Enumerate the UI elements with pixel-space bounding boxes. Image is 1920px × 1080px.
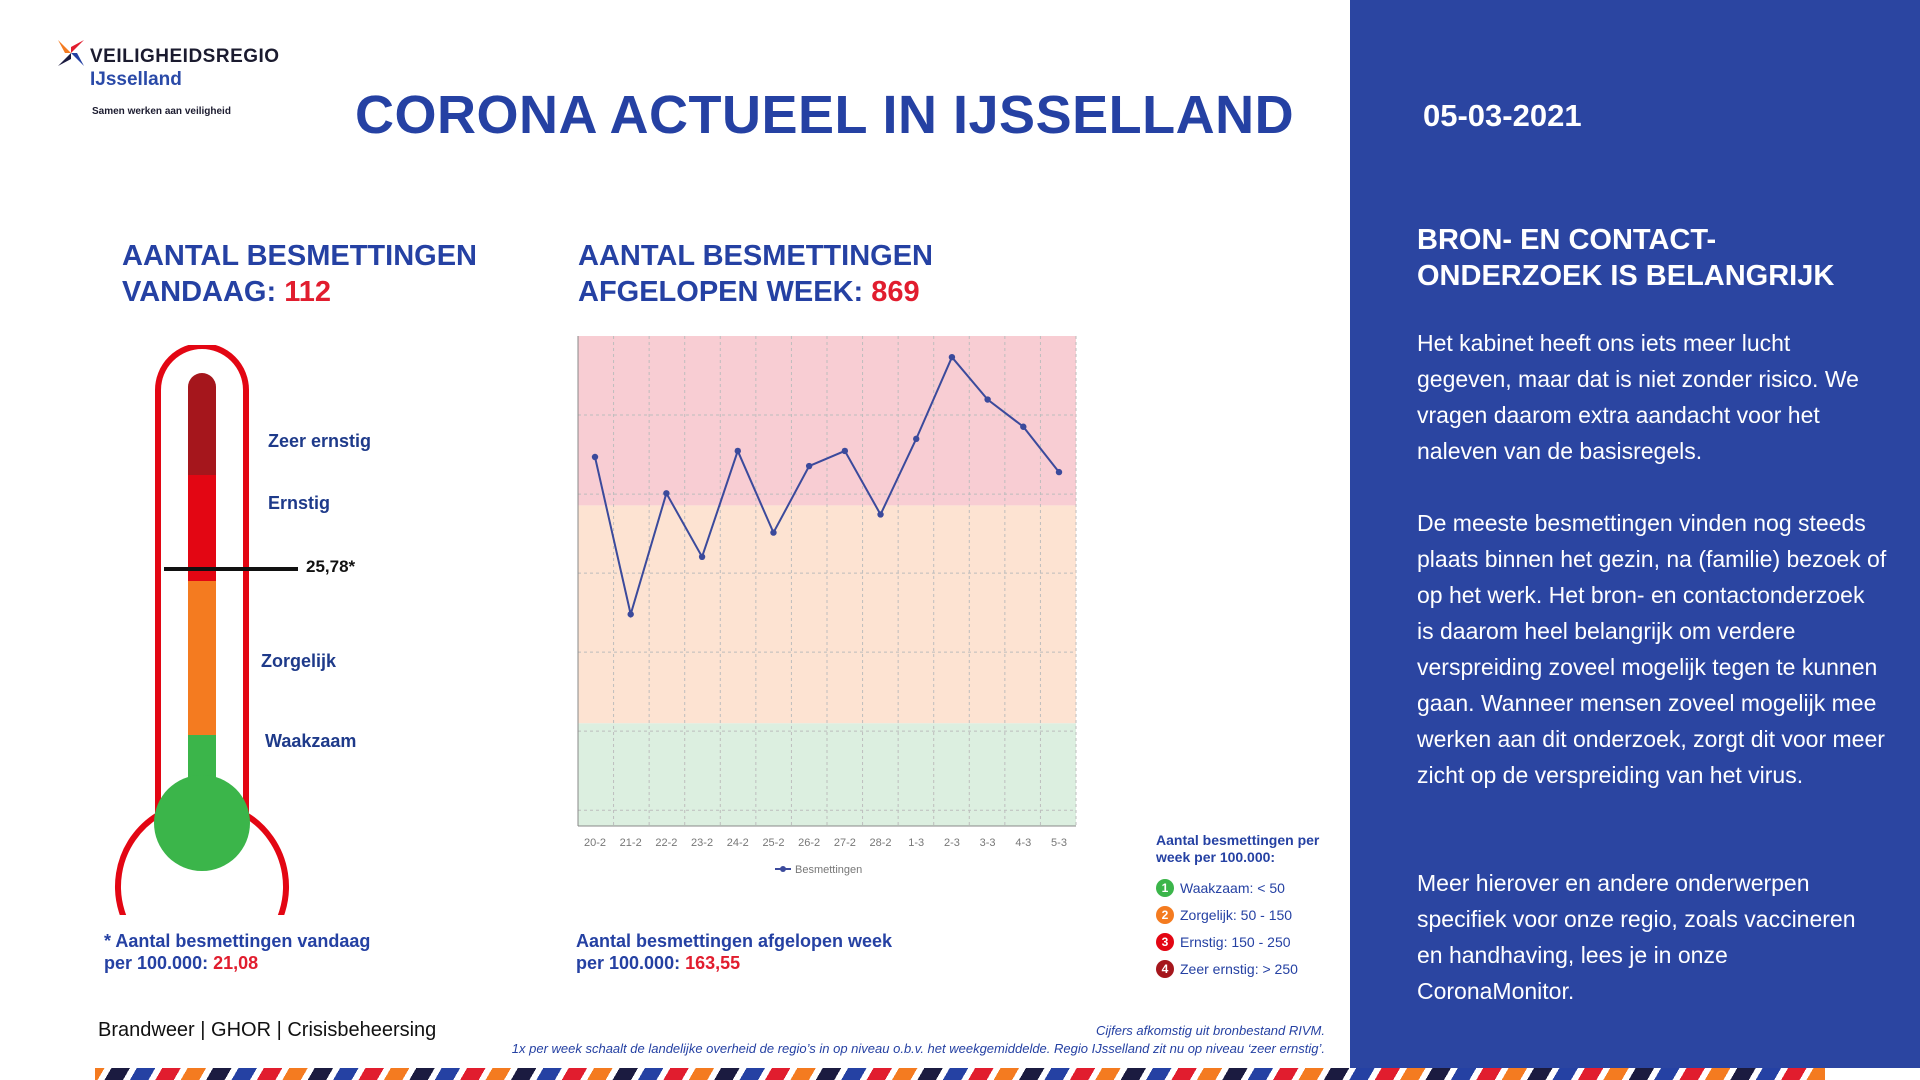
chart-x-tick-label: 27-2 xyxy=(834,837,856,849)
logo-tagline: Samen werken aan veiligheid xyxy=(92,106,231,117)
level-legend-label: Waakzaam: < 50 xyxy=(1180,879,1285,896)
today-heading-prefix: VANDAAG: xyxy=(122,276,285,308)
panel-heading-line1: BRON- EN CONTACT- xyxy=(1417,224,1717,256)
chart-data-point xyxy=(877,511,884,518)
level-legend-label: Zorgelijk: 50 - 150 xyxy=(1180,906,1293,923)
chart-x-tick-label: 5-3 xyxy=(1051,837,1067,849)
panel-heading-line2: ONDERZOEK IS BELANGRIJK xyxy=(1417,260,1835,292)
chart-data-point xyxy=(734,447,741,455)
panel-heading: BRON- EN CONTACT- ONDERZOEK IS BELANGRIJ… xyxy=(1417,222,1834,294)
week-footnote-line2: per 100.000: 163,55 xyxy=(576,952,892,974)
today-footnote-line1: * Aantal besmettingen vandaag xyxy=(104,931,371,951)
level-number-2-icon: 2 xyxy=(1156,905,1174,924)
weekly-infections-chart: 20-2 21-2 22-2 23-2 24-2 25-2 26-2 27-2 28-2 1-3 2… xyxy=(570,330,1090,880)
thermometer-marker-label: 25,78* xyxy=(306,557,356,576)
chart-x-tick-label: 4-3 xyxy=(1015,837,1031,849)
level-legend-item: 4 Zeer ernstig: > 250 xyxy=(1156,955,1356,982)
today-per100k: 21,08 xyxy=(213,953,259,973)
chart-data-point xyxy=(948,353,956,361)
panel-paragraph: De meeste besmettingen vinden nog steeds… xyxy=(1417,510,1887,788)
level-legend-item: 2 Zorgelijk: 50 - 150 xyxy=(1156,901,1356,928)
today-footnote-prefix: per 100.000: xyxy=(104,953,214,973)
chart-x-tick-label: 20-2 xyxy=(584,837,606,849)
chart-x-tick-label: 21-2 xyxy=(620,837,642,849)
logo-region: IJsselland xyxy=(90,69,182,90)
source-note-line2: 1x per week schaalt de landelijke overhe… xyxy=(511,1041,1325,1056)
chart-x-tick-label: 1-3 xyxy=(908,837,924,849)
chart-x-tick-label: 28-2 xyxy=(870,837,892,849)
chart-x-tick-label: 25-2 xyxy=(762,837,784,849)
chart-x-tick-label: 23-2 xyxy=(691,837,713,849)
source-note-line1: Cijfers afkomstig uit bronbestand RIVM. xyxy=(1095,1023,1325,1038)
week-heading-line1: AANTAL BESMETTINGEN xyxy=(578,240,933,272)
source-note: Cijfers afkomstig uit bronbestand RIVM. … xyxy=(512,1022,1325,1058)
thermometer-segment-zorgelijk xyxy=(188,581,216,735)
chart-data-point xyxy=(663,490,670,497)
chart-x-tick-label: 26-2 xyxy=(798,837,820,849)
week-count: 869 xyxy=(871,276,920,308)
level-legend: Aantal besmettingen per week per 100.000… xyxy=(1156,832,1356,982)
chart-x-tick-label: 3-3 xyxy=(980,837,996,849)
chart-legend-swatch-dot xyxy=(780,866,786,872)
level-label-ernstig: Ernstig xyxy=(268,493,331,513)
chart-data-point xyxy=(841,447,849,455)
level-legend-title-line2: week per 100.000: xyxy=(1156,849,1276,865)
chart-data-point xyxy=(591,453,599,461)
level-number-4-icon: 4 xyxy=(1156,959,1174,978)
info-panel: 05-03-2021 BRON- EN CONTACT- ONDERZOEK I… xyxy=(1350,0,1920,1068)
today-heading-line1: AANTAL BESMETTINGEN xyxy=(122,240,477,272)
today-footnote: * Aantal besmettingen vandaag per 100.00… xyxy=(104,930,370,974)
level-number-1-icon: 1 xyxy=(1156,878,1174,897)
chart-svg: 20-2 21-2 22-2 23-2 24-2 25-2 26-2 27-2 28-2 1-3 2… xyxy=(577,336,1077,876)
logo-star-icon xyxy=(58,40,84,66)
week-footnote-prefix: per 100.000: xyxy=(576,953,686,973)
week-footnote: Aantal besmettingen afgelopen week per 1… xyxy=(576,930,892,974)
chart-data-point xyxy=(770,529,777,536)
level-legend-label: Ernstig: 150 - 250 xyxy=(1180,933,1291,950)
week-heading-line2: AFGELOPEN WEEK: 869 xyxy=(578,274,933,310)
thermometer-graphic xyxy=(115,343,298,974)
level-legend-item: 1 Waakzaam: < 50 xyxy=(1156,874,1356,901)
chart-data-point xyxy=(913,435,920,443)
brand-footer: Brandweer | GHOR | Crisisbeheersing xyxy=(98,1019,437,1041)
chart-data-point xyxy=(1020,423,1027,430)
panel-paragraph: Het kabinet heeft ons iets meer lucht ge… xyxy=(1417,330,1859,464)
thermometer-bulb xyxy=(154,775,250,871)
level-legend-title: Aantal besmettingen per week per 100.000… xyxy=(1156,832,1356,866)
week-per100k: 163,55 xyxy=(685,953,741,973)
week-footnote-line1: Aantal besmettingen afgelopen week xyxy=(576,931,893,951)
level-number-3-icon: 3 xyxy=(1156,932,1174,951)
page-title: CORONA ACTUEEL IN IJSSELLAND xyxy=(355,85,1295,145)
thermometer-segment-ernstig xyxy=(188,475,216,581)
chart-x-tick-label: 24-2 xyxy=(727,837,749,849)
week-heading-prefix: AFGELOPEN WEEK: xyxy=(578,276,872,308)
logo-name: VEILIGHEIDSREGIO xyxy=(90,46,280,67)
today-heading: AANTAL BESMETTINGEN VANDAAG: 112 xyxy=(122,238,477,310)
level-label-zeer-ernstig: Zeer ernstig xyxy=(268,431,372,451)
today-count: 112 xyxy=(284,276,331,308)
chart-data-point xyxy=(1055,468,1063,476)
chart-x-tick-label: 2-3 xyxy=(944,837,960,849)
today-footnote-line2: per 100.000: 21,08 xyxy=(104,952,370,974)
week-heading: AANTAL BESMETTINGEN AFGELOPEN WEEK: 869 xyxy=(578,238,933,310)
level-legend-label: Zeer ernstig: > 250 xyxy=(1180,960,1298,977)
chart-legend-label: Besmettingen xyxy=(795,864,862,876)
today-heading-line2: VANDAAG: 112 xyxy=(122,274,477,310)
chart-data-point xyxy=(805,462,813,470)
chart-data-point xyxy=(698,553,706,561)
level-label-zorgelijk: Zorgelijk xyxy=(261,651,337,671)
chart-data-point xyxy=(984,396,991,403)
thermometer-segment-zeer-ernstig xyxy=(188,373,216,475)
level-label-waakzaam: Waakzaam xyxy=(265,731,357,751)
level-legend-title-line1: Aantal besmettingen per xyxy=(1156,832,1320,848)
chart-series-line xyxy=(594,355,1060,619)
panel-paragraph: Meer hierover en andere onderwerpen spec… xyxy=(1417,870,1856,1004)
level-legend-item: 3 Ernstig: 150 - 250 xyxy=(1156,928,1356,955)
thermometer-gauge: Zeer ernstig Ernstig 25,78* Zorgelijk Wa… xyxy=(110,343,420,974)
report-date: 05-03-2021 xyxy=(1423,98,1582,133)
decorative-stripes xyxy=(95,1068,1825,1080)
chart-data-point xyxy=(627,611,634,618)
organization-logo: VEILIGHEIDSREGIO IJsselland Samen werken… xyxy=(54,36,314,126)
chart-x-tick-label: 22-2 xyxy=(655,837,677,849)
